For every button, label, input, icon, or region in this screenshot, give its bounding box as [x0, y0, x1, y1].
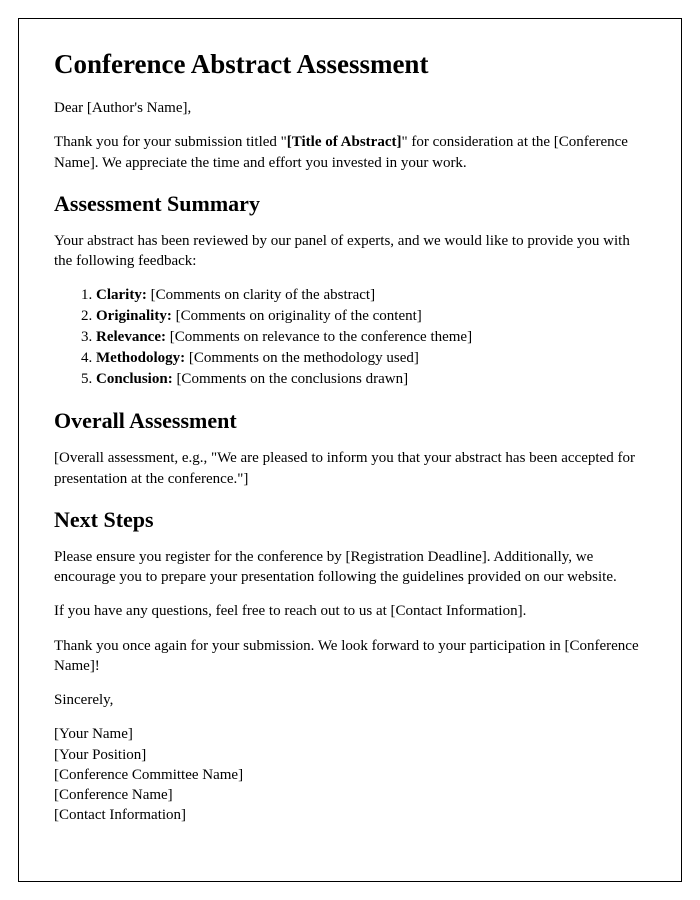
next-steps-paragraph-3: Thank you once again for your submission…	[54, 636, 646, 677]
intro-paragraph: Thank you for your submission titled "[T…	[54, 132, 646, 173]
greeting: Dear [Author's Name],	[54, 98, 646, 118]
criteria-item: Methodology: [Comments on the methodolog…	[96, 348, 646, 369]
criteria-label: Methodology:	[96, 350, 185, 366]
signature-line: [Contact Information]	[54, 805, 646, 825]
signature-line: [Your Name]	[54, 724, 646, 744]
criteria-label: Clarity:	[96, 287, 147, 303]
criteria-label: Conclusion:	[96, 371, 173, 387]
closing: Sincerely,	[54, 690, 646, 710]
next-steps-heading: Next Steps	[54, 507, 646, 533]
abstract-title-placeholder: [Title of Abstract]	[287, 134, 402, 150]
next-steps-paragraph-1: Please ensure you register for the confe…	[54, 547, 646, 588]
criteria-comment: [Comments on the conclusions drawn]	[173, 371, 408, 387]
criteria-item: Originality: [Comments on originality of…	[96, 306, 646, 327]
page-title: Conference Abstract Assessment	[54, 49, 646, 80]
overall-assessment-heading: Overall Assessment	[54, 408, 646, 434]
criteria-list: Clarity: [Comments on clarity of the abs…	[96, 285, 646, 390]
criteria-label: Originality:	[96, 308, 172, 324]
intro-text-before: Thank you for your submission titled "	[54, 134, 287, 150]
assessment-summary-intro: Your abstract has been reviewed by our p…	[54, 231, 646, 272]
assessment-summary-heading: Assessment Summary	[54, 191, 646, 217]
criteria-item: Clarity: [Comments on clarity of the abs…	[96, 285, 646, 306]
document-container: Conference Abstract Assessment Dear [Aut…	[18, 18, 682, 882]
criteria-item: Relevance: [Comments on relevance to the…	[96, 327, 646, 348]
signature-line: [Your Position]	[54, 745, 646, 765]
criteria-comment: [Comments on the methodology used]	[185, 350, 419, 366]
criteria-comment: [Comments on relevance to the conference…	[166, 329, 472, 345]
overall-assessment-text: [Overall assessment, e.g., "We are pleas…	[54, 448, 646, 489]
signature-block: [Your Name] [Your Position] [Conference …	[54, 724, 646, 825]
signature-line: [Conference Name]	[54, 785, 646, 805]
criteria-label: Relevance:	[96, 329, 166, 345]
criteria-comment: [Comments on clarity of the abstract]	[147, 287, 375, 303]
signature-line: [Conference Committee Name]	[54, 765, 646, 785]
criteria-comment: [Comments on originality of the content]	[172, 308, 422, 324]
next-steps-paragraph-2: If you have any questions, feel free to …	[54, 601, 646, 621]
criteria-item: Conclusion: [Comments on the conclusions…	[96, 369, 646, 390]
